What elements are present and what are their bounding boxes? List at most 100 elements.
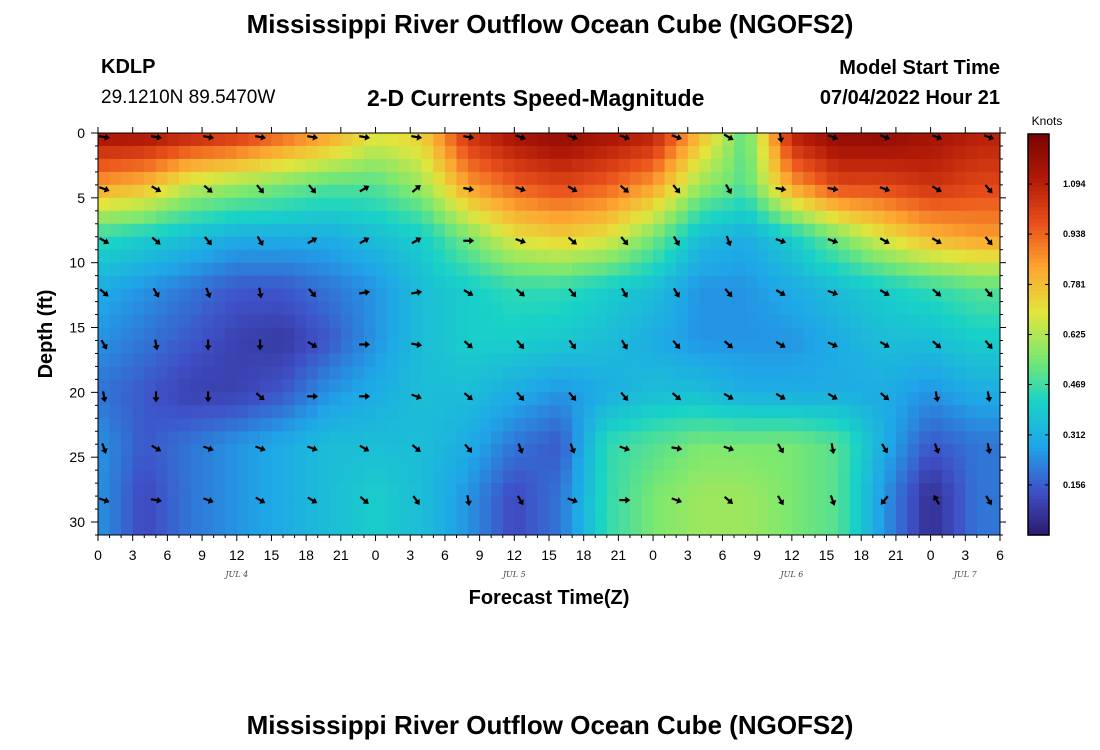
current-arrow: [983, 134, 995, 141]
heat-cell: [329, 171, 342, 186]
heat-cell: [340, 444, 354, 458]
heat-cell: [421, 197, 434, 212]
heat-cell: [456, 470, 469, 484]
heat-cell: [479, 340, 492, 355]
heat-cell: [109, 171, 122, 186]
heat-cell: [387, 457, 400, 471]
heat-cell: [479, 184, 492, 199]
heat-cell: [433, 236, 446, 251]
heat-cell: [826, 158, 839, 173]
heat-cell: [375, 509, 388, 523]
heat-cell: [664, 145, 677, 160]
heat-cell: [664, 249, 677, 264]
current-arrow: [205, 287, 212, 299]
heat-cell: [283, 210, 296, 225]
heat-cell: [468, 145, 481, 160]
heat-cell: [722, 314, 735, 329]
heat-cell: [641, 522, 654, 535]
heat-cell: [664, 496, 677, 510]
heat-cell: [456, 327, 469, 342]
current-arrow: [463, 133, 475, 141]
heat-cell: [791, 197, 805, 212]
heat-cell: [456, 496, 469, 510]
colorbar-tick-label: 0.156: [1063, 480, 1086, 490]
heat-cell: [826, 418, 839, 432]
heat-cell: [178, 340, 192, 355]
heat-cell: [965, 210, 978, 225]
heat-cell: [549, 340, 562, 355]
heat-cell: [687, 249, 700, 264]
heat-cell: [132, 366, 145, 380]
heat-cell: [502, 405, 515, 419]
date-label: JUL 4: [223, 570, 248, 579]
current-arrow: [827, 392, 838, 400]
heat-cell: [248, 444, 261, 458]
heat-cell: [190, 522, 203, 535]
heat-cell: [398, 522, 411, 535]
current-arrow: [879, 341, 890, 349]
heat-cell: [722, 405, 735, 419]
heat-cell: [606, 197, 619, 212]
x-tick-label: 15: [264, 547, 280, 563]
heat-cell: [653, 236, 666, 251]
heat-cell: [988, 392, 1000, 406]
heat-cell: [629, 275, 643, 290]
heat-cell: [676, 236, 689, 251]
heat-cell: [734, 262, 747, 277]
heat-cell: [606, 522, 619, 535]
heat-cell: [502, 366, 515, 380]
heat-cell: [375, 444, 388, 458]
current-arrow: [152, 287, 160, 298]
heat-cell: [595, 288, 608, 303]
heat-cell: [641, 236, 654, 251]
heat-cell: [930, 379, 943, 393]
heat-cell: [525, 314, 539, 329]
heat-cell: [514, 483, 527, 497]
heat-cell: [942, 301, 955, 316]
colorbar-step: [1028, 242, 1049, 247]
heat-cell: [468, 457, 481, 471]
heat-cell: [641, 210, 654, 225]
heat-cell: [653, 392, 666, 406]
heat-cell: [537, 249, 550, 264]
heat-cell: [583, 184, 596, 199]
heat-cell: [814, 184, 828, 199]
heat-cell: [745, 418, 758, 432]
heat-cell: [653, 184, 666, 199]
heat-cell: [930, 522, 943, 535]
heat-cell: [572, 444, 585, 458]
heat-cell: [606, 379, 619, 393]
heat-cell: [398, 210, 411, 225]
heat-cell: [629, 197, 643, 212]
heat-cell: [98, 418, 111, 432]
heat-cell: [861, 327, 874, 342]
heat-cell: [583, 483, 596, 497]
heat-cell: [572, 314, 585, 329]
heat-cell: [560, 405, 573, 419]
heat-cell: [722, 197, 735, 212]
current-arrow: [984, 339, 993, 350]
heat-cell: [410, 133, 423, 147]
heat-cell: [791, 340, 805, 355]
heat-cell: [618, 431, 631, 445]
heat-cell: [572, 275, 585, 290]
colorbar-step: [1028, 522, 1049, 528]
heat-cell: [699, 275, 712, 290]
heat-cell: [525, 470, 539, 484]
heat-cell: [699, 158, 712, 173]
heat-cell: [410, 366, 423, 380]
heat-cell: [306, 133, 319, 147]
current-arrow: [99, 288, 109, 297]
heat-cell: [768, 210, 781, 225]
heat-cell: [213, 223, 226, 238]
heat-cell: [988, 171, 1000, 186]
x-tick-label: 15: [819, 547, 835, 563]
heat-cell: [167, 210, 180, 225]
colorbar-step: [1028, 198, 1049, 203]
current-arrow: [723, 133, 734, 141]
heat-cell: [629, 288, 643, 303]
current-arrow: [775, 392, 786, 400]
heat-cell: [560, 431, 573, 445]
heat-cell: [132, 145, 145, 160]
